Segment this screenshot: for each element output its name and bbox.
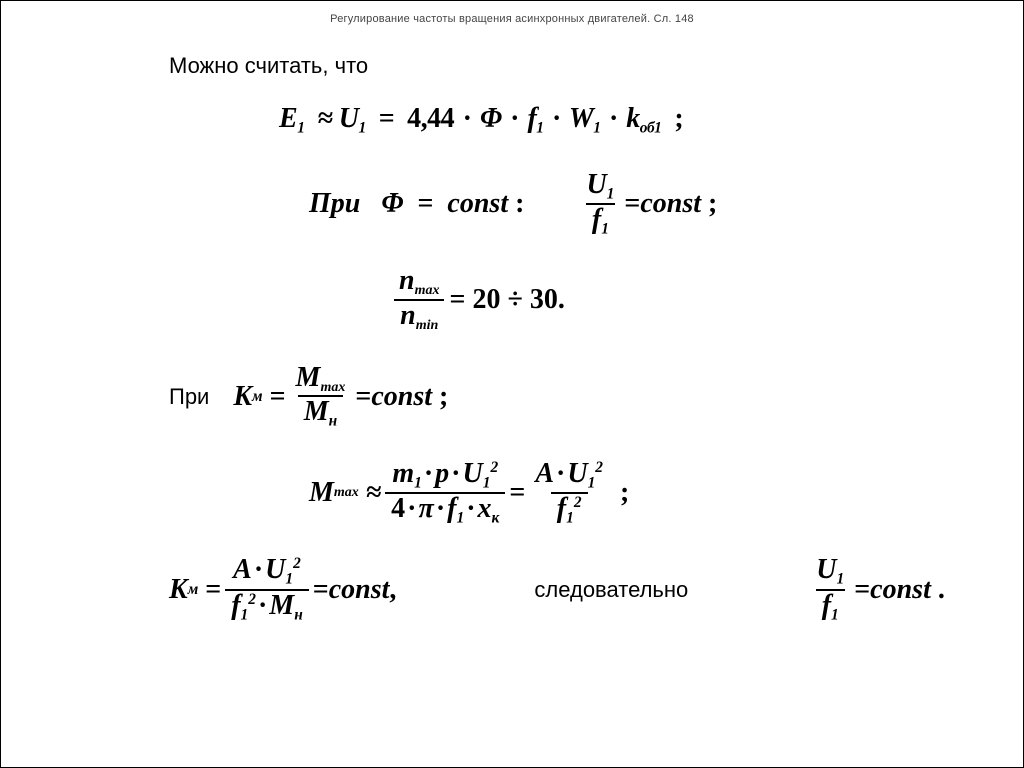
const-2: const	[640, 190, 701, 218]
sym-eq: =	[379, 103, 394, 134]
frac-num-U1-final: U1	[810, 555, 850, 588]
sym-K: K	[233, 383, 252, 411]
sym-f: f	[527, 103, 536, 134]
equation-emf: E1 ≈ U1 = 4,44 · Φ · f1 · W1 · kоб1 ;	[279, 105, 995, 136]
frac-den-Mn: Mн	[298, 395, 343, 430]
sym-dot-1: ·	[461, 103, 474, 134]
sym-eq-2: =	[417, 188, 433, 219]
sym-eq-3: =	[624, 190, 640, 218]
sym-E: E	[279, 103, 297, 134]
sym-period-2: .	[938, 576, 945, 604]
frac-nmax-nmin: nmax nmin	[393, 266, 445, 333]
frac-den-mmax-2: f12	[551, 492, 588, 527]
equation-km-const: Kм = Mmax Mн = const ;	[233, 363, 448, 431]
sym-dot-3: ·	[550, 103, 563, 134]
const-3: const	[371, 383, 432, 411]
sym-eq-9: =	[313, 576, 329, 604]
frac-den-mmax-1: 4·π·f1·xк	[385, 492, 505, 527]
sym-K-2: K	[169, 576, 188, 604]
sym-approx-2: ≈	[366, 479, 381, 507]
frac-mmax-1: m1·p·U12 4·π·f1·xк	[385, 459, 505, 528]
sym-comma: ,	[389, 576, 396, 604]
equation-mmax: Mmax ≈ m1·p·U12 4·π·f1·xк = A·U12 f12 ;	[309, 459, 995, 528]
const-1: const	[447, 188, 508, 219]
frac-num-nmax: nmax	[393, 266, 445, 298]
sym-period-1: .	[558, 286, 565, 314]
intro-text: Можно считать, что	[169, 53, 995, 79]
sub-m-2: м	[188, 582, 199, 597]
const-30: 30	[530, 286, 558, 314]
sym-div: ÷	[507, 286, 522, 314]
sym-eq-7: =	[509, 479, 525, 507]
sub-ob1: об1	[640, 119, 662, 136]
equation-km-final: Kм = A·U12 f12·Mн = const ,	[169, 555, 396, 624]
frac-num-Mmax: Mmax	[290, 363, 352, 395]
frac-den-f1-final: f1	[816, 589, 845, 624]
frac-num-mmax-2: A·U12	[529, 459, 609, 492]
frac-mmax-2: A·U12 f12	[529, 459, 609, 528]
sym-approx: ≈	[317, 103, 332, 134]
frac-U1-f1-final: U1 f1	[810, 555, 850, 624]
frac-U1-f1: U1 f1	[580, 170, 620, 239]
sym-semicolon-1: ;	[674, 103, 683, 134]
equation-n-ratio: nmax nmin = 20 ÷ 30 .	[389, 266, 995, 333]
frac-num-km-final: A·U12	[227, 555, 307, 588]
pri-italic: При	[309, 188, 360, 219]
equation-final-row: Kм = A·U12 f12·Mн = const , следовательн…	[169, 555, 995, 624]
slide-header: Регулирование частоты вращения асинхронн…	[29, 13, 995, 25]
frac-den-f1: f1	[586, 203, 615, 238]
sym-Phi-2: Φ	[381, 188, 403, 219]
frac-num-U1: U1	[580, 170, 620, 203]
sym-dot-4: ·	[607, 103, 620, 134]
sym-k: k	[626, 103, 640, 134]
frac-Mmax-Mn: Mmax Mн	[290, 363, 352, 431]
sub-1b: 1	[359, 119, 366, 136]
eq2-left: При Φ = const :	[309, 190, 524, 218]
sym-eq-8: =	[205, 576, 221, 604]
frac-den-km-final: f12·Mн	[225, 589, 309, 624]
sym-eq-10: =	[854, 576, 870, 604]
sym-semicolon-2: ;	[708, 190, 717, 218]
const-5: const	[870, 576, 931, 604]
sub-m: м	[252, 389, 263, 404]
equation-u1-f1-final: U1 f1 = const .	[806, 555, 945, 624]
const-20: 20	[472, 286, 500, 314]
const-4-44: 4,44	[407, 103, 454, 134]
const-4: const	[329, 576, 390, 604]
sym-U: U	[339, 103, 359, 134]
sym-colon: :	[515, 188, 524, 219]
sub-1d: 1	[593, 119, 600, 136]
sym-eq-5: =	[270, 383, 286, 411]
sym-Phi: Φ	[480, 103, 502, 134]
sub-max-2: max	[334, 486, 359, 500]
frac-km-final: A·U12 f12·Mн	[225, 555, 309, 624]
sym-M-2: M	[309, 479, 334, 507]
equation-phi-const: При Φ = const : U1 f1 = const ;	[309, 170, 995, 239]
sub-1c: 1	[536, 119, 543, 136]
eq2-right: U1 f1 = const ;	[576, 170, 717, 239]
sym-eq-6: =	[355, 383, 371, 411]
frac-num-mmax-1: m1·p·U12	[386, 459, 504, 492]
pri-label: При	[169, 384, 209, 410]
frac-den-nmin: nmin	[394, 299, 444, 333]
sym-W: W	[569, 103, 593, 134]
sub-1: 1	[297, 119, 304, 136]
sym-semicolon-3: ;	[439, 383, 448, 411]
sym-dot-2: ·	[508, 103, 521, 134]
sled-label: следовательно	[534, 577, 688, 603]
sym-semicolon-4: ;	[620, 479, 629, 507]
equation-km-const-row: При Kм = Mmax Mн = const ;	[169, 363, 995, 431]
sym-eq-4: =	[449, 286, 465, 314]
slide-page: Регулирование частоты вращения асинхронн…	[0, 0, 1024, 768]
